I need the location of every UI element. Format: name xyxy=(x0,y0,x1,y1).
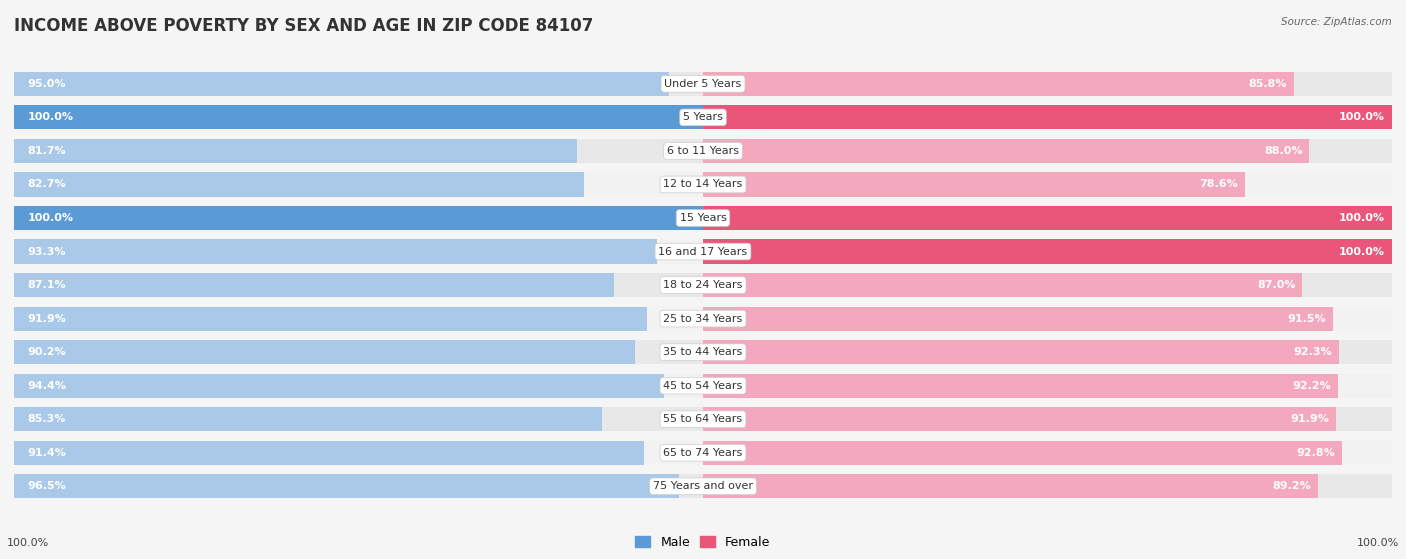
Text: 81.7%: 81.7% xyxy=(28,146,66,156)
Text: 100.0%: 100.0% xyxy=(28,112,75,122)
Bar xyxy=(14,407,602,432)
Text: 91.9%: 91.9% xyxy=(28,314,66,324)
Bar xyxy=(703,440,1343,465)
Text: 92.3%: 92.3% xyxy=(1294,347,1331,357)
Bar xyxy=(14,139,576,163)
Bar xyxy=(14,105,703,130)
Bar xyxy=(703,72,1294,96)
Text: 65 to 74 Years: 65 to 74 Years xyxy=(664,448,742,458)
Text: 100.0%: 100.0% xyxy=(1339,247,1385,257)
Text: 25 to 34 Years: 25 to 34 Years xyxy=(664,314,742,324)
Text: 91.4%: 91.4% xyxy=(28,448,66,458)
Bar xyxy=(703,239,1392,264)
Text: 12 to 14 Years: 12 to 14 Years xyxy=(664,179,742,190)
Bar xyxy=(14,440,1392,465)
Bar xyxy=(14,139,1392,163)
Text: 100.0%: 100.0% xyxy=(1357,538,1399,548)
Text: INCOME ABOVE POVERTY BY SEX AND AGE IN ZIP CODE 84107: INCOME ABOVE POVERTY BY SEX AND AGE IN Z… xyxy=(14,17,593,35)
Text: 92.2%: 92.2% xyxy=(1292,381,1331,391)
Text: Under 5 Years: Under 5 Years xyxy=(665,79,741,89)
Text: 94.4%: 94.4% xyxy=(28,381,67,391)
Bar xyxy=(14,306,647,331)
Bar xyxy=(14,72,669,96)
Bar xyxy=(14,72,1392,96)
Text: 91.9%: 91.9% xyxy=(1291,414,1329,424)
Text: 35 to 44 Years: 35 to 44 Years xyxy=(664,347,742,357)
Bar xyxy=(14,474,1392,499)
Bar xyxy=(14,239,1392,264)
Bar xyxy=(14,172,583,197)
Text: 96.5%: 96.5% xyxy=(28,481,66,491)
Text: 100.0%: 100.0% xyxy=(28,213,75,223)
Bar xyxy=(14,273,1392,297)
Text: 82.7%: 82.7% xyxy=(28,179,66,190)
Bar xyxy=(703,474,1317,499)
Text: 78.6%: 78.6% xyxy=(1199,179,1237,190)
Bar xyxy=(703,340,1339,364)
Text: 90.2%: 90.2% xyxy=(28,347,66,357)
Text: 6 to 11 Years: 6 to 11 Years xyxy=(666,146,740,156)
Bar xyxy=(14,172,1392,197)
Text: 5 Years: 5 Years xyxy=(683,112,723,122)
Bar xyxy=(14,373,665,398)
Text: 91.5%: 91.5% xyxy=(1288,314,1326,324)
Text: 93.3%: 93.3% xyxy=(28,247,66,257)
Bar xyxy=(14,273,614,297)
Text: 55 to 64 Years: 55 to 64 Years xyxy=(664,414,742,424)
Bar xyxy=(14,340,636,364)
Text: 75 Years and over: 75 Years and over xyxy=(652,481,754,491)
Text: 87.0%: 87.0% xyxy=(1257,280,1295,290)
Bar xyxy=(703,373,1339,398)
Text: 95.0%: 95.0% xyxy=(28,79,66,89)
Text: 100.0%: 100.0% xyxy=(1339,213,1385,223)
Bar xyxy=(703,206,1392,230)
Text: 100.0%: 100.0% xyxy=(1339,112,1385,122)
Bar xyxy=(703,105,1392,130)
Bar xyxy=(14,306,1392,331)
Text: 88.0%: 88.0% xyxy=(1264,146,1302,156)
Text: 87.1%: 87.1% xyxy=(28,280,66,290)
Text: 16 and 17 Years: 16 and 17 Years xyxy=(658,247,748,257)
Text: 85.3%: 85.3% xyxy=(28,414,66,424)
Text: 100.0%: 100.0% xyxy=(7,538,49,548)
Bar xyxy=(14,105,1392,130)
Bar xyxy=(703,407,1336,432)
Text: 45 to 54 Years: 45 to 54 Years xyxy=(664,381,742,391)
Bar xyxy=(703,273,1302,297)
Legend: Male, Female: Male, Female xyxy=(630,530,776,553)
Bar xyxy=(703,139,1309,163)
Bar xyxy=(14,407,1392,432)
Text: 15 Years: 15 Years xyxy=(679,213,727,223)
Bar xyxy=(14,373,1392,398)
Text: Source: ZipAtlas.com: Source: ZipAtlas.com xyxy=(1281,17,1392,27)
Bar xyxy=(14,440,644,465)
Text: 85.8%: 85.8% xyxy=(1249,79,1288,89)
Bar xyxy=(14,206,1392,230)
Text: 92.8%: 92.8% xyxy=(1296,448,1336,458)
Bar xyxy=(14,239,657,264)
Text: 89.2%: 89.2% xyxy=(1272,481,1310,491)
Bar xyxy=(14,474,679,499)
Bar xyxy=(14,206,703,230)
Bar xyxy=(14,340,1392,364)
Bar xyxy=(703,306,1333,331)
Text: 18 to 24 Years: 18 to 24 Years xyxy=(664,280,742,290)
Bar xyxy=(703,172,1244,197)
